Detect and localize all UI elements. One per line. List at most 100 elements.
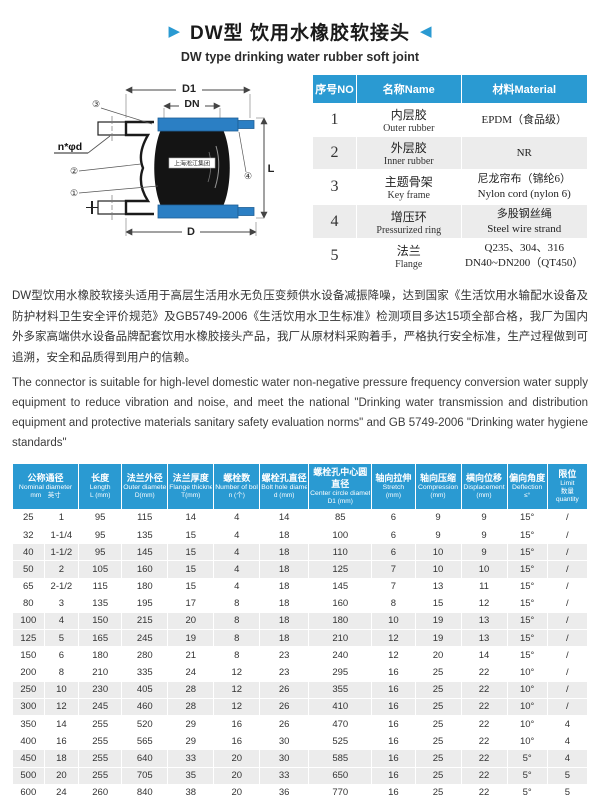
spec-cell: 2-1/2 [43,577,80,596]
page-header: ▶ DW型 饮用水橡胶软接头 ◀ [12,18,588,45]
spec-cell: 410 [308,697,373,717]
spec-cell: 18 [259,577,310,596]
spec-cell: 705 [121,766,169,785]
spec-cell: 16 [371,680,416,699]
spec-cell: 585 [308,749,373,768]
materials-cell-material: Q235、304、316 DN40~DN200（QT450） [460,238,588,275]
materials-cell-no: 5 [312,238,357,275]
spec-cell: 145 [308,577,373,596]
spec-cell: 50 [12,560,45,579]
dim-label-l: L [268,163,275,175]
spec-cell: 450 [12,749,45,768]
spec-cell: 200 [12,663,45,682]
spec-cell: 180 [121,577,169,596]
spec-cell: 125 [308,560,373,579]
spec-row: 450 18 255 640 33 20 30 585 16 25 22 5° 4 [12,749,589,768]
spec-cell: 10° [506,680,548,699]
page-title: DW型 饮用水橡胶软接头 [190,23,410,44]
spec-cell: 21 [167,646,215,665]
spec-cell: 4 [546,715,589,734]
spec-cell: 12 [43,697,80,717]
spec-cell: 40 [12,543,45,562]
spec-cell: 33 [259,766,310,785]
callout-3: ③ [92,99,100,109]
spec-row: 50 2 105 160 15 4 18 125 7 10 10 15° / [12,560,589,579]
spec-row: 32 1-1/4 95 135 15 4 18 100 6 9 9 15° / [12,525,589,545]
spec-row: 300 12 245 460 28 12 26 410 16 25 22 10° / [12,697,589,717]
spec-cell: / [546,543,589,562]
dim-label-dn: DN [184,98,199,110]
spec-cell: 1-1/2 [43,543,80,562]
spec-cell: 150 [12,646,45,665]
spec-cell: 13 [414,577,462,596]
spec-cell: 12 [371,646,416,665]
spec-cell: 9 [414,525,462,545]
spec-header-row: 公称通径 Nominal diameter mm 英寸 长度 Length L (mm) 法… [11,463,589,510]
spec-cell: 10° [506,732,548,751]
spec-cell: 9 [460,508,508,527]
spec-cell: 500 [12,766,45,785]
spec-cell: 10° [506,715,548,734]
spec-cell: 8 [213,629,261,648]
spec-row: 100 4 150 215 20 8 18 180 10 19 13 15° / [12,611,589,631]
spec-cell: 15 [167,577,215,596]
spec-cell: 1-1/4 [43,525,80,545]
spec-cell: 16 [213,715,261,734]
spec-cell: 470 [308,715,373,734]
spec-cell: 15° [506,629,548,648]
spec-cell: 9 [460,525,508,545]
spec-cell: 95 [78,508,123,527]
spec-cell: 10° [506,697,548,717]
spec-row: 250 10 230 405 28 12 26 355 16 25 22 10° / [12,680,589,699]
materials-cell-name: 增压环 Pressurized ring [356,203,462,240]
spec-cell: 8 [213,594,261,613]
materials-cell-name: 外层胶 Inner rubber [356,136,462,170]
spec-col-header: 轴向压缩 Compression (mm) [414,463,462,510]
spec-cell: 230 [78,680,123,699]
spec-cell: 29 [167,715,215,734]
spec-col-header: 螺栓孔中心圆直径 Center circle diameter D1 (mm) [308,463,373,510]
spec-row: 25 1 95 115 14 4 14 85 6 9 9 15° / [12,508,589,527]
spec-row: 200 8 210 335 24 12 23 295 16 25 22 10° / [12,663,589,682]
spec-cell: 180 [308,611,373,631]
spec-cell: 12 [213,697,261,717]
spec-cell: 180 [78,646,123,665]
spec-cell: 15° [506,646,548,665]
spec-cell: 22 [460,732,508,751]
spec-cell: 105 [78,560,123,579]
spec-cell: 17 [167,594,215,613]
spec-cell: 5 [43,629,80,648]
materials-cell-material: NR [460,136,588,170]
spec-cell: 30 [259,749,310,768]
right-arrow-icon: ◀ [419,23,432,40]
spec-cell: 15° [506,594,548,613]
spec-cell: / [546,560,589,579]
spec-col-header: 公称通径 Nominal diameter mm 英寸 [11,463,80,510]
spec-cell: 10 [414,560,462,579]
spec-row: 150 6 180 280 21 8 23 240 12 20 14 15° / [12,646,589,665]
spec-cell: 160 [308,594,373,613]
brand-label: 上海淞江集团 [174,160,210,168]
spec-cell: 20 [167,611,215,631]
spec-cell: 14 [167,508,215,527]
spec-cell: 15° [506,508,548,527]
spec-cell: / [546,629,589,648]
spec-cell: 150 [78,611,123,631]
spec-cell: 15 [167,525,215,545]
spec-cell: 20 [213,749,261,768]
spec-col-header: 限位 Limit 数量 quantity [546,463,589,510]
spec-cell: 23 [259,663,310,682]
spec-cell: 24 [167,663,215,682]
callout-4: ④ [244,171,252,181]
spec-cell: 25 [414,680,462,699]
spec-cell: 15° [506,611,548,631]
spec-col-header: 偏向角度 Deflection ≤° [506,463,548,510]
materials-col-name: 名称Name [356,74,462,104]
spec-row: 40 1-1/2 95 145 15 4 18 110 6 10 9 15° / [12,543,589,562]
spec-cell: 20 [213,783,261,802]
spec-cell: 600 [12,783,45,802]
spec-cell: 12 [213,663,261,682]
materials-col-no: 序号NO [312,74,357,104]
spec-cell: 165 [78,629,123,648]
